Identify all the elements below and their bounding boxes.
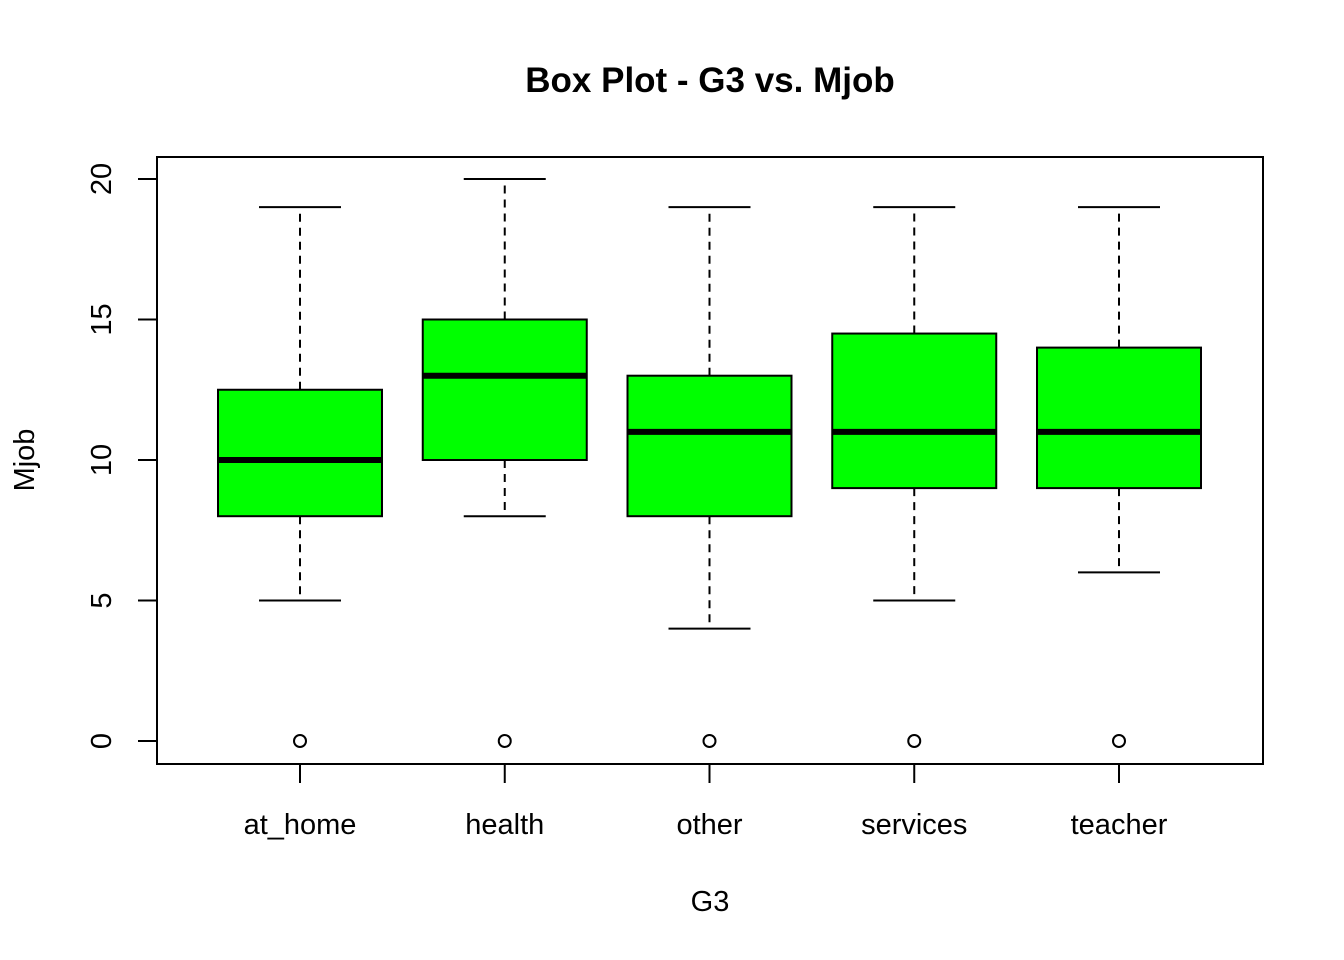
- x-tick-label-teacher: teacher: [1071, 809, 1168, 841]
- outlier-point: [907, 734, 922, 748]
- iqr-box: [831, 332, 998, 490]
- y-axis-label: Mjob: [9, 429, 41, 492]
- y-tick-label: 20: [86, 163, 118, 195]
- iqr-box: [1036, 346, 1202, 490]
- outlier-point: [293, 734, 307, 748]
- y-tick-label: 0: [86, 733, 118, 749]
- box-services: [831, 206, 998, 748]
- x-axis-label: G3: [691, 886, 730, 918]
- boxes-group: [217, 178, 1202, 748]
- box-other: [626, 206, 793, 748]
- box-at_home: [217, 206, 383, 748]
- y-axis: 0 5 10 15 20: [86, 163, 158, 749]
- x-tick-label-health: health: [465, 809, 544, 841]
- chart-title: Box Plot - G3 vs. Mjob: [525, 61, 894, 100]
- iqr-box: [626, 374, 793, 518]
- iqr-box: [217, 388, 383, 518]
- x-tick-label-other: other: [676, 809, 742, 841]
- iqr-box: [421, 318, 588, 461]
- x-axis: at_home health other services teacher: [244, 764, 1168, 841]
- box-teacher: [1036, 206, 1202, 748]
- outlier-point: [1112, 734, 1126, 748]
- y-tick-label: 5: [86, 592, 118, 608]
- y-tick-label: 10: [86, 444, 118, 476]
- outlier-point: [702, 734, 717, 748]
- x-tick-label-at_home: at_home: [244, 809, 357, 841]
- y-tick-label: 15: [86, 303, 118, 335]
- x-tick-label-services: services: [861, 809, 967, 841]
- outlier-point: [497, 734, 512, 748]
- box-health: [421, 178, 588, 748]
